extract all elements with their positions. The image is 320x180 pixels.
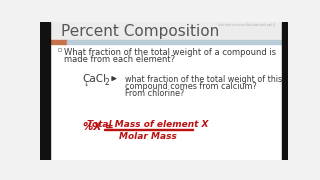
Text: CaCl: CaCl [83,74,107,84]
Text: compound comes from calcium?: compound comes from calcium? [125,82,257,91]
Text: 2: 2 [104,78,109,87]
Bar [50,22,282,40]
Text: What fraction of the total weight of a compound is: What fraction of the total weight of a c… [64,48,276,57]
Bar [282,22,288,160]
Text: %X =: %X = [83,122,113,132]
Bar [58,48,61,51]
Text: Molar Mass: Molar Mass [119,132,177,141]
Text: what fraction of the total weight of this: what fraction of the total weight of thi… [125,75,282,84]
Bar [67,40,282,44]
Bar [50,44,282,160]
Bar [40,22,50,160]
Text: Total Mass of element X: Total Mass of element X [87,120,209,129]
Text: From chlorine?: From chlorine? [125,89,185,98]
Text: click here to access this video with part 4: click here to access this video with par… [219,23,276,27]
Text: Percent Composition: Percent Composition [61,24,219,39]
Text: made from each element?: made from each element? [64,55,175,64]
Text: ↓: ↓ [84,82,89,87]
Bar [50,40,67,44]
Bar [104,129,193,130]
